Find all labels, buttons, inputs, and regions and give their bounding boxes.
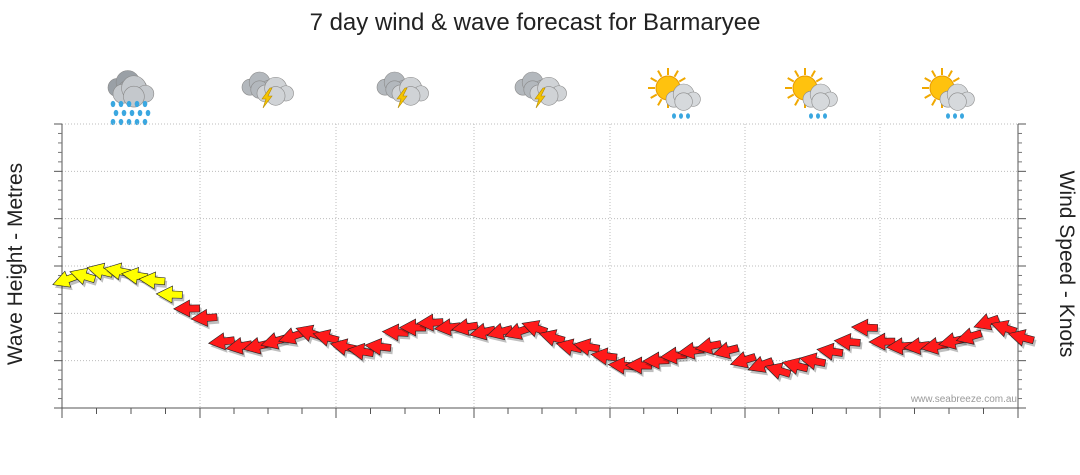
wind-arrow <box>850 318 878 337</box>
wind-arrow <box>990 319 1018 338</box>
wind-arrow <box>138 271 166 290</box>
sun-shower-icon <box>785 68 838 119</box>
sun-ray <box>924 77 932 83</box>
wind-arrow <box>347 342 375 361</box>
rain-drop <box>946 113 950 119</box>
sun-shower-icon <box>648 68 701 119</box>
wind-arrow <box>712 341 740 360</box>
rain-drop <box>113 109 119 117</box>
cloud-puff <box>674 92 693 111</box>
sun-ray <box>673 70 679 78</box>
cloud-puff <box>811 92 830 111</box>
grid <box>61 123 1019 409</box>
wind-arrow <box>729 351 757 369</box>
wind-arrow <box>590 347 618 366</box>
sun-ray <box>810 70 816 78</box>
sun-ray <box>794 70 800 78</box>
sun-shower-icon <box>922 68 975 119</box>
sun-ray <box>650 93 658 99</box>
sun-ray <box>650 77 658 83</box>
rain-drop <box>129 109 135 117</box>
wind-arrow <box>973 313 1001 331</box>
wind-arrow <box>364 337 392 356</box>
wind-arrow <box>207 332 236 351</box>
lightning-bolt <box>396 87 408 109</box>
rain-drop <box>110 118 116 126</box>
wind-arrow <box>155 285 183 304</box>
weather-icons-layer <box>107 68 975 126</box>
rain-drop <box>960 113 964 119</box>
sun-ray <box>947 70 953 78</box>
wind-arrow <box>312 329 340 347</box>
wind-arrow <box>416 313 444 332</box>
lightning-bolt <box>534 87 546 109</box>
rain-drop <box>134 118 140 126</box>
rain-drop <box>121 109 127 117</box>
sun-ray <box>678 77 686 83</box>
rain-drop <box>145 109 151 117</box>
axis-ticks <box>54 123 1026 418</box>
rain-cloud-icon <box>107 70 155 126</box>
rain-drop <box>142 100 148 108</box>
right-axis-title: Wind Speed - Knots <box>1055 171 1078 358</box>
sun-ray <box>657 98 663 106</box>
wind-arrow <box>764 362 792 380</box>
wind-arrow <box>816 342 844 361</box>
storm-cloud-icon <box>514 71 567 109</box>
sun-ray <box>815 77 823 83</box>
rain-drop <box>809 113 813 119</box>
wind-arrow <box>694 337 722 355</box>
sun-ray <box>657 70 663 78</box>
wind-arrow <box>747 355 775 373</box>
sun-ray <box>787 93 795 99</box>
rain-drop <box>816 113 820 119</box>
rain-drop <box>110 100 116 108</box>
wind-arrow <box>173 299 201 318</box>
wind-arrow <box>451 318 479 336</box>
cloud-puff <box>123 85 145 108</box>
wind-arrow <box>538 329 566 347</box>
wind-arrow <box>868 332 896 351</box>
rain-drop <box>953 113 957 119</box>
lightning-bolt <box>261 87 273 109</box>
wind-arrow <box>799 352 827 371</box>
storm-cloud-icon <box>241 71 294 109</box>
wind-arrow <box>833 333 861 351</box>
rain-drop <box>118 100 124 108</box>
wind-arrow <box>69 267 97 286</box>
wind-arrow <box>381 323 409 342</box>
sun-ray <box>924 93 932 99</box>
wind-arrow <box>955 327 983 345</box>
rain-drop <box>134 100 140 108</box>
watermark: www.seabreeze.com.au <box>910 394 1017 405</box>
rain-drop <box>672 113 676 119</box>
cloud-puff <box>948 92 967 111</box>
wind-arrows <box>52 262 1037 383</box>
wind-arrow <box>573 338 601 356</box>
sun-ray <box>787 77 795 83</box>
rain-drop <box>679 113 683 119</box>
rain-drop <box>126 118 132 126</box>
storm-cloud-icon <box>376 71 429 109</box>
sun-ray <box>931 98 937 106</box>
sun-ray <box>952 77 960 83</box>
rain-drop <box>126 100 132 108</box>
sun-ray <box>794 98 800 106</box>
rain-drop <box>823 113 827 119</box>
rain-drop <box>686 113 690 119</box>
wind-arrow <box>190 308 218 327</box>
chart-title: 7 day wind & wave forecast for Barmaryee <box>310 9 761 36</box>
rain-drop <box>137 109 143 117</box>
sun-ray <box>931 70 937 78</box>
wind-arrow <box>1007 329 1035 347</box>
left-axis-title: Wave Height - Metres <box>4 163 27 365</box>
